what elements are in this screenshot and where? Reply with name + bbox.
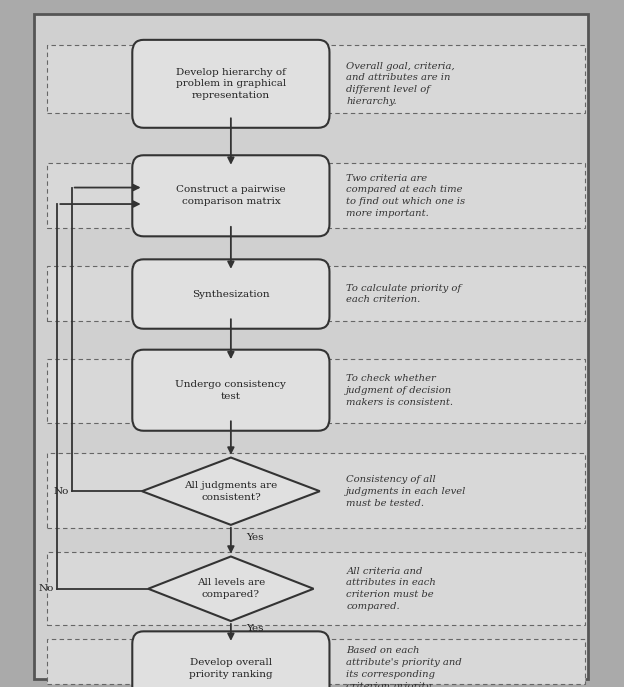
Text: Based on each
attribute's priority and
its corresponding
criterion priority.: Based on each attribute's priority and i… [346, 646, 462, 687]
Text: All criteria and
attributes in each
criterion must be
compared.: All criteria and attributes in each crit… [346, 567, 436, 611]
Text: Overall goal, criteria,
and attributes are in
different level of
hierarchy.: Overall goal, criteria, and attributes a… [346, 62, 455, 106]
Text: Develop hierarchy of
problem in graphical
representation: Develop hierarchy of problem in graphica… [176, 67, 286, 100]
Text: All judgments are
consistent?: All judgments are consistent? [184, 481, 278, 502]
FancyBboxPatch shape [132, 40, 329, 128]
Text: Develop overall
priority ranking: Develop overall priority ranking [189, 658, 273, 679]
FancyBboxPatch shape [47, 163, 585, 228]
Text: To check whether
judgment of decision
makers is consistent.: To check whether judgment of decision ma… [346, 374, 453, 407]
Text: Consistency of all
judgments in each level
must be tested.: Consistency of all judgments in each lev… [346, 475, 467, 508]
FancyBboxPatch shape [132, 155, 329, 236]
Text: Undergo consistency
test: Undergo consistency test [175, 380, 286, 401]
Text: Yes: Yes [246, 624, 264, 633]
Text: To calculate priority of
each criterion.: To calculate priority of each criterion. [346, 284, 461, 304]
FancyBboxPatch shape [47, 359, 585, 423]
Text: No: No [53, 486, 69, 496]
FancyBboxPatch shape [132, 260, 329, 329]
Text: Synthesization: Synthesization [192, 289, 270, 299]
FancyBboxPatch shape [47, 45, 585, 113]
FancyBboxPatch shape [132, 350, 329, 431]
Polygon shape [148, 556, 313, 621]
Polygon shape [142, 458, 319, 525]
FancyBboxPatch shape [132, 631, 329, 687]
Text: Yes: Yes [246, 532, 264, 542]
Text: Construct a pairwise
comparison matrix: Construct a pairwise comparison matrix [176, 185, 286, 206]
FancyBboxPatch shape [47, 552, 585, 625]
FancyBboxPatch shape [47, 266, 585, 321]
Text: Two criteria are
compared at each time
to find out which one is
more important.: Two criteria are compared at each time t… [346, 174, 466, 218]
Text: All levels are
compared?: All levels are compared? [197, 578, 265, 599]
FancyBboxPatch shape [47, 453, 585, 528]
FancyBboxPatch shape [47, 639, 585, 684]
Text: No: No [39, 584, 54, 594]
FancyBboxPatch shape [34, 14, 588, 679]
